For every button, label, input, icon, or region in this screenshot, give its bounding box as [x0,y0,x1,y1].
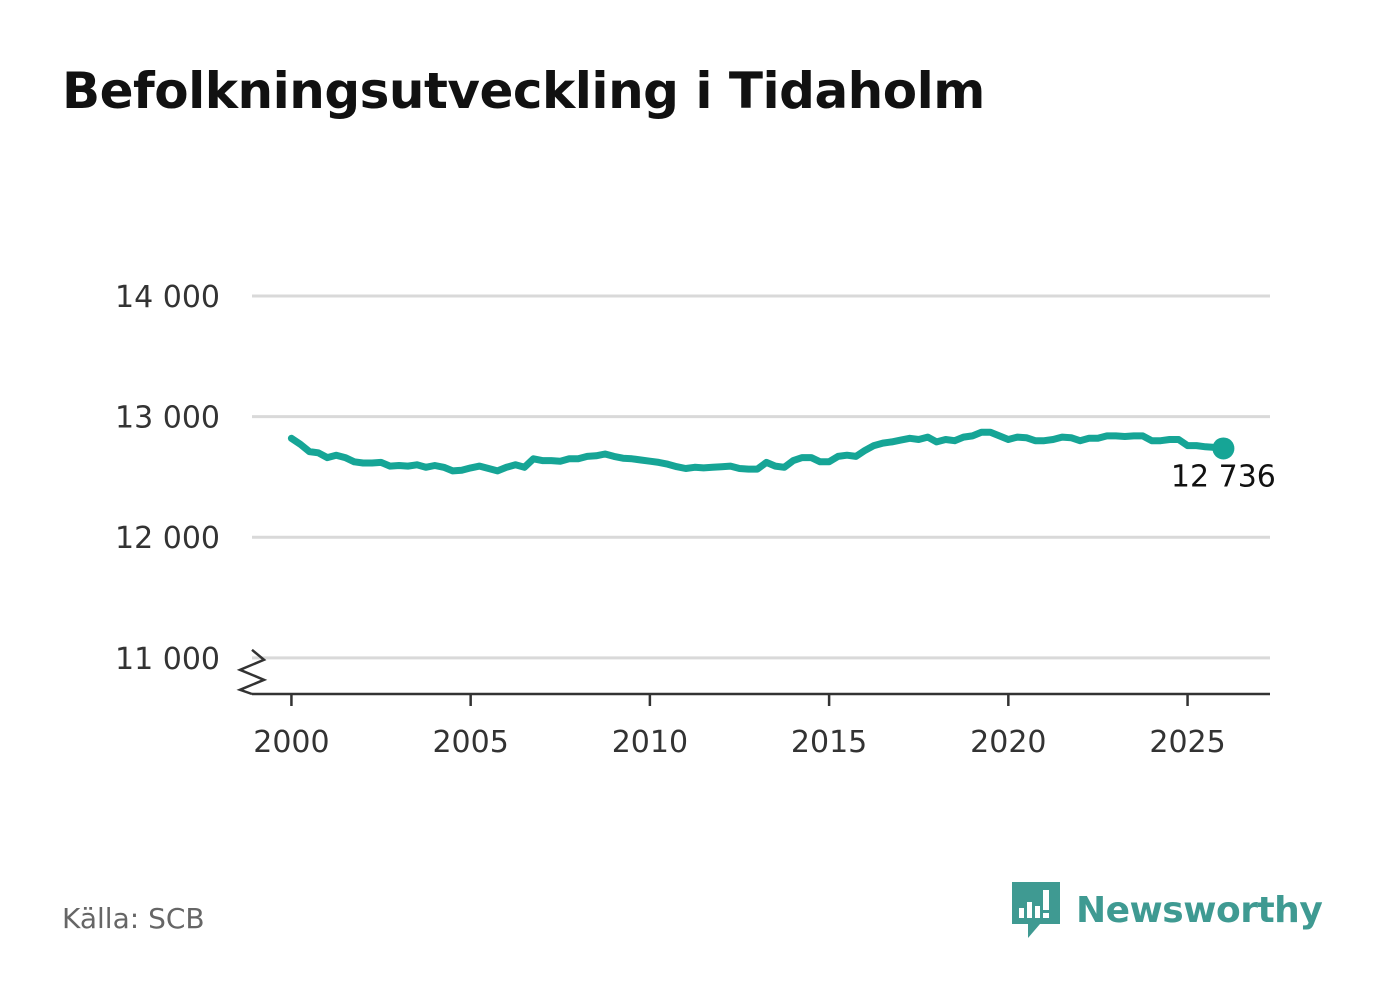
chart-title: Befolkningsutveckling i Tidaholm [62,62,985,120]
series-line [287,428,1227,475]
y-tick-label: 13 000 [115,401,220,436]
x-tick-label: 2010 [612,725,688,760]
y-tick-label: 12 000 [115,521,220,556]
end-value-label: 12 736 [1171,459,1276,494]
newsworthy-logo-icon [1012,882,1060,938]
x-tick-label: 2020 [970,725,1046,760]
y-tick-label: 11 000 [115,642,220,677]
x-tick-label: 2000 [253,725,329,760]
x-tick-label: 2005 [432,725,508,760]
brand-name: Newsworthy [1076,889,1323,931]
x-tick-label: 2025 [1149,725,1225,760]
axis-break-zigzag [236,648,268,696]
x-tick-label: 2015 [791,725,867,760]
brand-logo[interactable]: Newsworthy [1010,880,1323,940]
source-label: Källa: SCB [62,902,205,935]
y-tick-label: 14 000 [115,280,220,315]
end-point-marker [1212,437,1235,460]
